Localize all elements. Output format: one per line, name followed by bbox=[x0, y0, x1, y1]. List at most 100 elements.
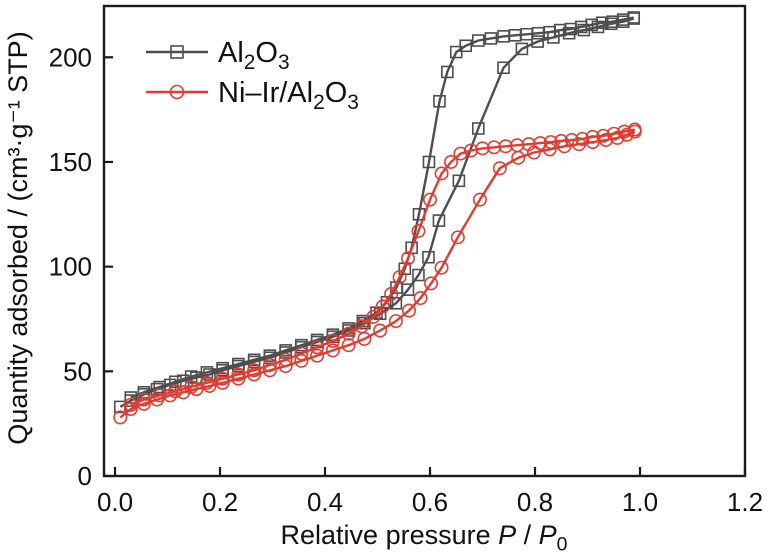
circle-marker bbox=[413, 291, 428, 306]
circle-marker bbox=[123, 397, 138, 412]
circle-marker bbox=[136, 392, 151, 407]
legend-circle-marker bbox=[169, 84, 185, 100]
circle-marker bbox=[325, 333, 340, 348]
circle-marker bbox=[596, 128, 611, 143]
square-marker bbox=[200, 366, 214, 379]
al2o3-desorption-line bbox=[130, 16, 634, 399]
square-marker bbox=[604, 17, 618, 31]
circle-marker bbox=[262, 358, 277, 373]
circle-marker bbox=[384, 286, 399, 301]
x-axis-title: Relative pressure P / P0 bbox=[281, 520, 568, 555]
circle-marker bbox=[231, 367, 246, 382]
ni-ir-al2o3-desorption-line bbox=[130, 128, 636, 406]
circle-marker bbox=[423, 192, 438, 207]
circle-marker bbox=[375, 299, 390, 314]
y-tick-label: 150 bbox=[49, 147, 92, 177]
circle-marker bbox=[453, 146, 468, 161]
square-marker bbox=[497, 61, 510, 75]
y-tick-label: 0 bbox=[78, 461, 92, 491]
square-marker bbox=[279, 344, 292, 357]
circle-marker bbox=[247, 363, 262, 378]
circle-marker bbox=[617, 124, 632, 139]
y-tick-label: 100 bbox=[49, 252, 92, 282]
circle-marker bbox=[199, 375, 214, 390]
legend-item-ni-ir-al2o3: Ni–Ir/Al2O3 bbox=[146, 77, 359, 114]
square-marker bbox=[472, 122, 485, 135]
circle-marker bbox=[366, 309, 381, 324]
square-marker bbox=[452, 174, 466, 188]
circle-marker bbox=[575, 131, 590, 146]
square-marker bbox=[380, 295, 394, 309]
y-tick-label: 50 bbox=[63, 356, 92, 386]
circle-marker bbox=[434, 166, 449, 181]
square-marker bbox=[412, 268, 425, 282]
circle-marker bbox=[247, 367, 262, 382]
circle-marker bbox=[152, 388, 167, 403]
circle-marker bbox=[341, 326, 356, 341]
square-marker bbox=[247, 353, 261, 367]
circle-marker bbox=[202, 378, 217, 393]
legend-label: Ni–Ir/Al2O3 bbox=[218, 77, 359, 114]
circle-marker bbox=[310, 348, 325, 363]
y-tick-label: 200 bbox=[49, 42, 92, 72]
circle-marker bbox=[215, 371, 230, 386]
square-marker bbox=[441, 65, 454, 79]
circle-marker bbox=[434, 260, 449, 275]
square-marker bbox=[169, 375, 182, 389]
circle-marker bbox=[388, 314, 403, 329]
square-marker bbox=[310, 333, 324, 347]
circle-marker bbox=[136, 396, 151, 411]
circle-marker bbox=[627, 122, 642, 137]
circle-marker bbox=[585, 129, 600, 144]
circle-marker bbox=[294, 346, 309, 361]
square-marker bbox=[433, 94, 446, 108]
circle-marker bbox=[606, 126, 621, 141]
square-marker bbox=[531, 35, 544, 48]
circle-marker bbox=[543, 135, 558, 150]
circle-marker bbox=[168, 384, 183, 399]
square-marker bbox=[472, 34, 485, 47]
circle-marker bbox=[463, 143, 478, 158]
square-marker bbox=[184, 370, 198, 383]
circle-marker bbox=[392, 270, 407, 285]
x-tick-label: 0.4 bbox=[307, 487, 343, 517]
legend-label: Al2O3 bbox=[218, 37, 290, 74]
legend-item-al2o3: Al2O3 bbox=[146, 37, 290, 74]
circle-marker bbox=[373, 323, 388, 338]
circle-marker bbox=[400, 251, 415, 266]
square-marker bbox=[497, 30, 510, 43]
circle-marker bbox=[325, 343, 340, 358]
square-marker bbox=[432, 214, 446, 227]
y-axis-title: Quantity adsorbed / (cm³·g⁻¹ STP) bbox=[3, 31, 33, 444]
circle-marker bbox=[450, 230, 465, 245]
square-marker bbox=[232, 357, 245, 371]
circle-marker bbox=[341, 338, 356, 353]
legend-square-marker bbox=[170, 45, 184, 59]
ni-ir-al2o3-desorption-markers bbox=[123, 122, 642, 412]
al2o3-desorption-markers bbox=[124, 11, 641, 404]
circle-marker bbox=[184, 380, 199, 395]
x-tick-label: 1.2 bbox=[727, 487, 763, 517]
circle-marker bbox=[231, 371, 246, 386]
circle-marker bbox=[113, 410, 128, 425]
square-marker bbox=[295, 338, 308, 352]
square-marker bbox=[449, 45, 463, 59]
square-marker bbox=[484, 32, 498, 45]
circle-marker bbox=[472, 192, 487, 207]
circle-marker bbox=[215, 375, 230, 390]
square-marker bbox=[263, 349, 277, 362]
circle-marker bbox=[123, 402, 138, 417]
square-marker bbox=[515, 42, 529, 56]
square-marker bbox=[216, 361, 229, 375]
x-tick-label: 0.0 bbox=[97, 487, 133, 517]
x-tick-label: 0.8 bbox=[517, 487, 553, 517]
circle-marker bbox=[444, 154, 459, 169]
circle-marker bbox=[424, 276, 439, 291]
square-marker bbox=[422, 155, 436, 169]
circle-marker bbox=[492, 161, 507, 176]
circle-marker bbox=[354, 319, 369, 334]
square-marker bbox=[153, 380, 166, 394]
